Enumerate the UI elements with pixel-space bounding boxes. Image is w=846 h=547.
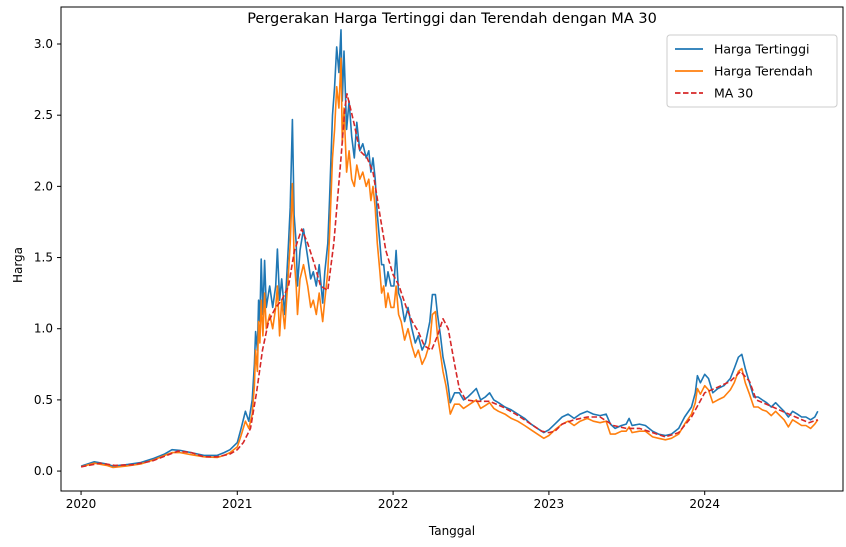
x-axis-title: Tanggal <box>428 524 475 538</box>
x-tick-label: 2023 <box>534 497 565 511</box>
legend-label-3: MA 30 <box>714 86 753 101</box>
y-tick-label: 2.5 <box>34 108 53 122</box>
plot-frame <box>60 6 844 492</box>
x-tick-label: 2024 <box>689 497 720 511</box>
legend: Harga Tertinggi Harga Terendah MA 30 <box>666 34 838 108</box>
series-line-1 <box>80 29 819 467</box>
legend-label-1: Harga Tertinggi <box>714 42 810 57</box>
series-layer <box>80 29 819 469</box>
series-line-3 <box>80 93 819 468</box>
x-axis: 2020 2021 2022 2023 2024 <box>66 491 720 511</box>
series-line-2 <box>80 57 819 469</box>
y-tick-label: 3.0 <box>34 37 53 51</box>
y-tick-label: 1.5 <box>34 251 53 265</box>
x-tick-label: 2020 <box>66 497 97 511</box>
y-tick-label: 2.0 <box>34 179 53 193</box>
legend-frame <box>666 34 838 108</box>
legend-label-2: Harga Terendah <box>714 64 813 79</box>
chart-title: Pergerakan Harga Tertinggi dan Terendah … <box>247 11 657 27</box>
y-tick-label: 0.0 <box>34 464 53 478</box>
x-tick-label: 2022 <box>378 497 409 511</box>
y-tick-label: 1.0 <box>34 322 53 336</box>
y-axis-title: Harga <box>11 247 25 283</box>
x-tick-label: 2021 <box>222 497 253 511</box>
y-tick-label: 0.5 <box>34 393 53 407</box>
y-axis: 0.0 0.5 1.0 1.5 2.0 2.5 3.0 <box>34 37 61 478</box>
